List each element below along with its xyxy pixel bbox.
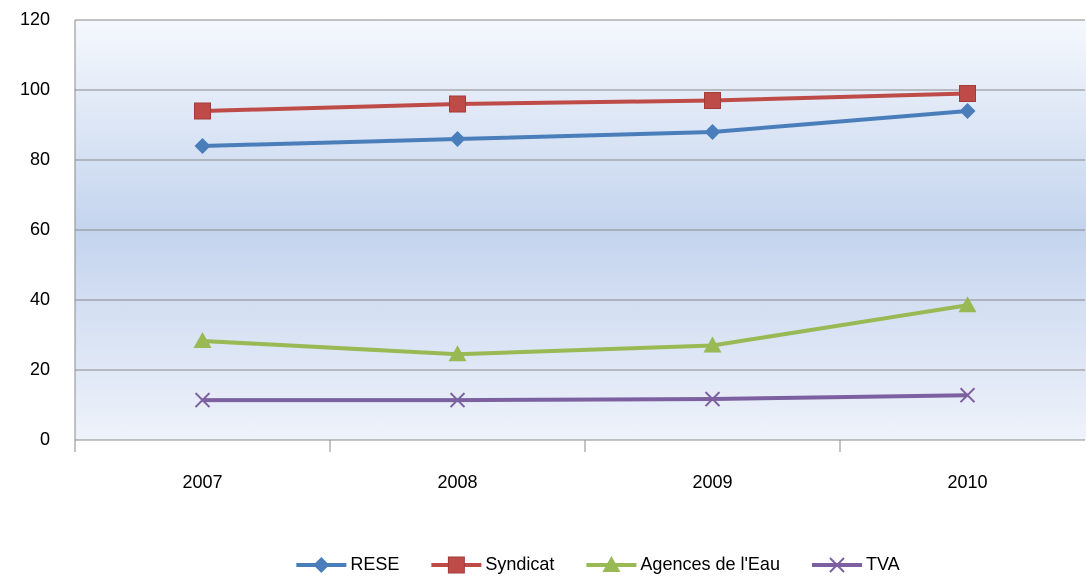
x-tick-label: 2007 — [182, 472, 222, 492]
series-line — [202, 109, 968, 148]
marker — [602, 556, 621, 572]
legend-label: Syndicat — [485, 554, 554, 574]
series-line — [202, 91, 968, 113]
marker — [449, 95, 466, 113]
marker — [449, 131, 466, 147]
x-tick-label: 2010 — [947, 472, 987, 492]
marker — [194, 392, 211, 408]
marker — [194, 102, 211, 120]
marker — [829, 557, 845, 573]
series-line — [202, 393, 968, 403]
x-tick-label: 2009 — [692, 472, 732, 492]
marker — [448, 345, 467, 362]
marker — [704, 391, 721, 407]
marker — [959, 103, 976, 119]
marker — [958, 296, 977, 313]
marker — [449, 392, 466, 408]
y-tick-label: 80 — [30, 149, 50, 169]
marker — [959, 387, 976, 403]
y-tick-label: 120 — [20, 9, 50, 29]
y-tick-label: 20 — [30, 359, 50, 379]
marker — [704, 92, 721, 109]
y-tick-label: 0 — [40, 429, 50, 449]
marker — [447, 556, 465, 574]
marker — [704, 124, 721, 140]
series-line — [202, 303, 968, 357]
y-tick-label: 40 — [30, 289, 50, 309]
x-tick-label: 2008 — [437, 472, 477, 492]
legend-label: RESE — [350, 554, 399, 574]
marker — [194, 138, 211, 154]
legend-label: Agences de l'Eau — [640, 554, 780, 574]
marker — [959, 85, 976, 102]
y-tick-label: 60 — [30, 219, 50, 239]
marker — [313, 557, 330, 573]
marker — [703, 336, 722, 353]
marker — [193, 331, 212, 348]
legend-label: TVA — [866, 554, 900, 574]
y-tick-label: 100 — [20, 79, 50, 99]
